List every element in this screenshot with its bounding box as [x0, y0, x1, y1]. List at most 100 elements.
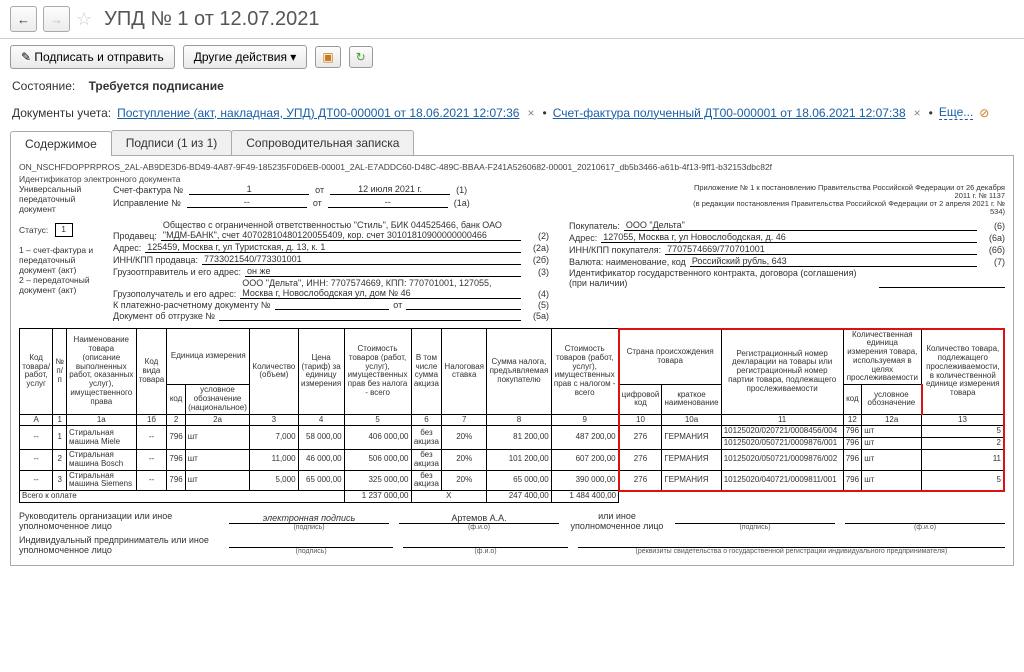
main-table: Код товара/ работ, услуг № п/п Наименова…	[19, 328, 1005, 504]
cn-12: 12	[843, 414, 862, 426]
n2b: (2б)	[525, 255, 549, 265]
ispr-ot: от	[313, 198, 322, 208]
forward-button[interactable]: →	[43, 6, 70, 32]
totals-row: Всего к оплате 1 237 000,00 X 247 400,00…	[20, 491, 1005, 503]
back-button[interactable]: ←	[10, 6, 37, 32]
other-actions-button[interactable]: Другие действия ▾	[183, 45, 308, 69]
close-doc-1-icon[interactable]: ×	[527, 106, 534, 120]
refresh-button[interactable]: ↻	[349, 46, 373, 68]
col-excise: В том числе сумма акциза	[411, 329, 442, 415]
sig-ip-label: Индивидуальный предприниматель или иное …	[19, 535, 219, 555]
cn-10: 10	[619, 414, 662, 426]
ispr-label: Исправление №	[113, 198, 181, 208]
document-area: ON_NSCHFDOPPRPROS_2AL-AB9DE3D6-BD49-4A87…	[10, 156, 1014, 566]
cn-12a: 12а	[862, 414, 922, 426]
status-label: Состояние:	[12, 79, 75, 93]
bullet: •	[543, 106, 547, 120]
buyer-label: Покупатель:	[569, 221, 620, 231]
contract-label: Идентификатор государственного контракта…	[569, 268, 875, 288]
close-doc-2-icon[interactable]: ×	[914, 106, 921, 120]
cn-3: 3	[250, 414, 298, 426]
n6b: (6б)	[981, 245, 1005, 255]
sig-sub-5: (подпись)	[229, 548, 393, 555]
doc-link-1[interactable]: Поступление (акт, накладная, УПД) ДТ00-0…	[117, 106, 519, 120]
col-trace-qty: Количество товара, подлежащего прослежив…	[922, 329, 1004, 415]
status-code-box: 1	[55, 223, 73, 237]
table-row: --2 Стиральная машина Bosch-- 796шт 11,0…	[20, 450, 1005, 471]
sig-org-label: Руководитель организации или иное уполно…	[19, 511, 219, 531]
sig-slot-2	[675, 513, 835, 524]
cn-2a: 2а	[185, 414, 250, 426]
sig-sub-4: (ф.и.о)	[845, 524, 1005, 531]
cn-1b: 1б	[136, 414, 167, 426]
sig-slot-5	[403, 537, 567, 548]
consignee-label: Грузополучатель и его адрес:	[113, 289, 236, 299]
star-icon[interactable]: ☆	[76, 9, 92, 30]
n6: (6)	[981, 221, 1005, 231]
tab-signatures[interactable]: Подписи (1 из 1)	[111, 130, 233, 155]
tab-note[interactable]: Сопроводительная записка	[231, 130, 414, 155]
appendix-2: (в редакции постановления Правительства …	[685, 200, 1005, 216]
payment-no	[275, 309, 390, 310]
sig-name-1: Артемов А.А.	[399, 513, 559, 524]
sig-slot-6	[578, 537, 1005, 548]
col-tu-code: код	[843, 385, 862, 414]
cn-6: 6	[411, 414, 442, 426]
tree-button[interactable]: ▣	[315, 46, 340, 68]
currency-value: Российский рубль, 643	[690, 256, 977, 267]
seller-addr-label: Адрес:	[113, 243, 141, 253]
paren-1a: (1а)	[454, 198, 470, 208]
buyer-inn: 7707574669/770701001	[665, 244, 977, 255]
doc-link-2[interactable]: Счет-фактура полученный ДТ00-000001 от 1…	[553, 106, 906, 120]
cn-1a: 1а	[67, 414, 137, 426]
payment-date	[406, 309, 521, 310]
n5: (5)	[525, 300, 549, 310]
buyer-addr-label: Адрес:	[569, 233, 597, 243]
shipper-label: Грузоотправитель и его адрес:	[113, 267, 241, 277]
warning-icon: ⊘	[979, 106, 989, 120]
seller-inn-label: ИНН/КПП продавца:	[113, 255, 198, 265]
doc-type-label: Универсальный передаточный документ	[19, 184, 105, 215]
tab-content[interactable]: Содержимое	[10, 131, 112, 156]
seller-inn: 7733021540/773301001	[202, 254, 521, 265]
cn-2: 2	[167, 414, 185, 426]
col-unit-code: код	[167, 385, 185, 414]
cn-11: 11	[721, 414, 843, 426]
col-unit-name: условное обозначение (национальное)	[185, 385, 250, 414]
col-name: Наименование товара (описание выполненны…	[67, 329, 137, 415]
buyer-inn-label: ИНН/КПП покупателя:	[569, 245, 661, 255]
sig-sub-3: (подпись)	[675, 524, 835, 531]
seller-value: Общество с ограниченной ответственностью…	[161, 220, 521, 241]
cn-8: 8	[487, 414, 552, 426]
table-row: --3 Стиральная машина Siemens-- 796шт 5,…	[20, 470, 1005, 491]
col-code: Код товара/ работ, услуг	[20, 329, 53, 415]
sf-no-label: Счет-фактура №	[113, 185, 183, 195]
col-price: Цена (тариф) за единицу измерения	[298, 329, 344, 415]
cn-10a: 10а	[662, 414, 721, 426]
col-rate: Налоговая ставка	[442, 329, 487, 415]
sig-sub-6: (ф.и.о)	[403, 548, 567, 555]
sf-date: 12 июля 2021 г.	[330, 184, 450, 195]
sign-send-button[interactable]: ✎ Подписать и отправить	[10, 45, 175, 69]
consignee-value: ООО "Дельта", ИНН: 7707574669, КПП: 7707…	[240, 278, 521, 299]
col-ccode: цифровой код	[619, 385, 662, 414]
sf-ot: от	[315, 185, 324, 195]
n2a: (2а)	[525, 243, 549, 253]
bullet: •	[929, 106, 933, 120]
buyer-value: ООО "Дельта"	[624, 220, 977, 231]
sig-slot-4	[229, 537, 393, 548]
col-cname: краткое наименование	[662, 385, 721, 414]
col-unit: Единица измерения	[167, 329, 250, 385]
shipper-value: он же	[245, 266, 521, 277]
status-code-label: Статус:	[19, 224, 48, 234]
cn-5: 5	[344, 414, 411, 426]
doc-link-more[interactable]: Еще...	[939, 105, 973, 120]
n7: (7)	[981, 257, 1005, 267]
seller-addr: 125459, Москва г, ул Туристская, д. 13, …	[145, 242, 521, 253]
col-cost: Стоимость товаров (работ, услуг), имущес…	[344, 329, 411, 415]
shipdoc-label: Документ об отгрузке №	[113, 311, 215, 321]
status-value: Требуется подписание	[89, 79, 224, 93]
n3: (3)	[525, 267, 549, 277]
col-costtax: Стоимость товаров (работ, услуг), имущес…	[551, 329, 618, 415]
sig-or-other: или иное уполномоченное лицо	[569, 511, 665, 531]
